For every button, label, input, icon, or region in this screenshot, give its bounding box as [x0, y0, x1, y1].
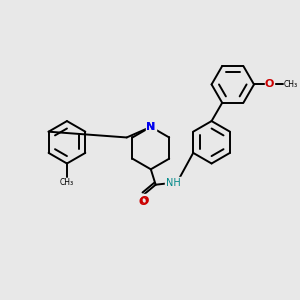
Bar: [146, 122, 156, 132]
Bar: [138, 194, 150, 204]
Bar: [165, 177, 181, 189]
Text: O: O: [265, 80, 274, 89]
Text: O: O: [138, 197, 148, 207]
Text: CH₃: CH₃: [284, 80, 298, 89]
Text: NH: NH: [166, 178, 180, 188]
Text: O: O: [140, 196, 149, 206]
Bar: [265, 80, 274, 89]
Text: N: N: [146, 122, 155, 132]
Text: CH₃: CH₃: [60, 178, 74, 187]
Text: N: N: [146, 122, 155, 132]
